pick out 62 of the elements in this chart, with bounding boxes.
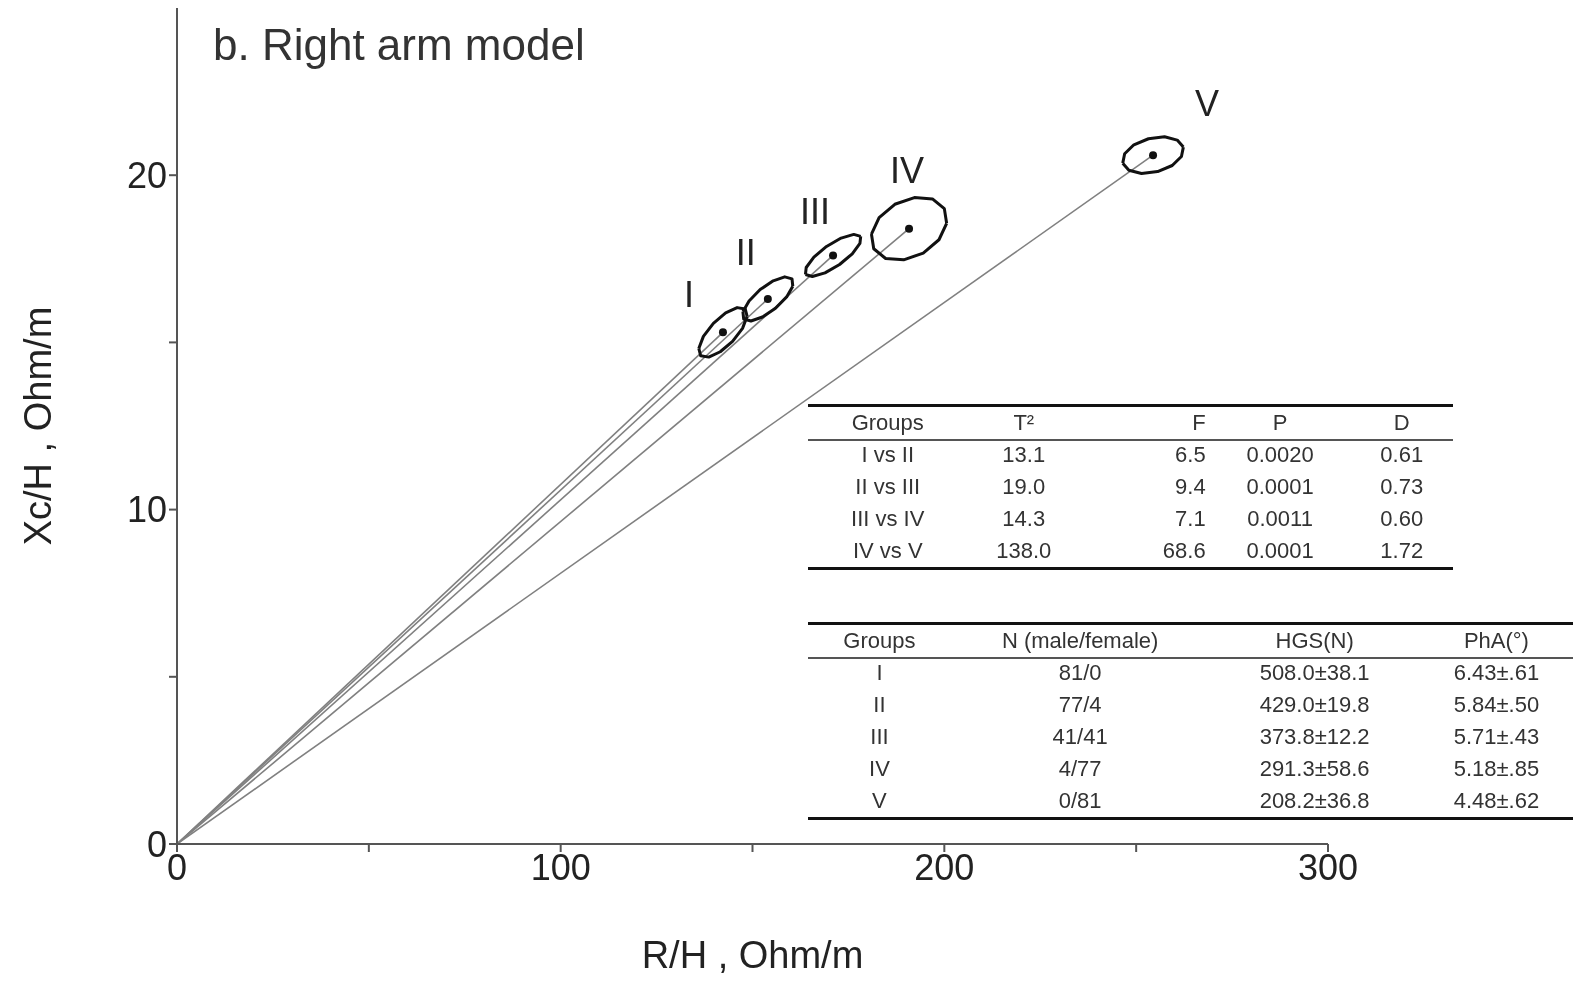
annotation: 0.0001 (1245, 473, 1315, 501)
annotation: F (1191, 409, 1207, 437)
text: 0.60 (1380, 506, 1424, 531)
y-tick-label: 20 (126, 154, 167, 196)
annotation: II (735, 232, 756, 274)
annotation: Groups (850, 409, 925, 437)
annotation: 0.0001 (1245, 537, 1315, 565)
annotation: 0.0011 (1246, 505, 1314, 533)
text: 4.48±.62 (1453, 788, 1540, 813)
annotation: IV (890, 150, 925, 192)
annotation: 9.4 (1174, 473, 1207, 501)
annotation: IV (868, 755, 891, 783)
text: 6.43±.61 (1453, 660, 1540, 685)
annotation: 208.2±36.8 (1258, 787, 1371, 815)
chart-title: b. Right arm model (213, 20, 585, 70)
annotation: 508.0±38.1 (1258, 659, 1371, 687)
annotation: 6.5 (1174, 441, 1207, 469)
annotation: 291.3±58.6 (1258, 755, 1371, 783)
annotation: V (1195, 82, 1220, 124)
annotation: III (869, 723, 890, 751)
annotation: P (1271, 409, 1289, 437)
annotation: 0.0020 (1245, 441, 1315, 469)
annotation: 7.1 (1174, 505, 1207, 533)
annotation: III (800, 190, 831, 232)
annotation: T² (1012, 409, 1036, 437)
annotation: 13.1 (1001, 441, 1047, 469)
annotation: 19.0 (1001, 473, 1047, 501)
y-tick-label: 10 (126, 489, 167, 531)
annotation: N (male/female) (1000, 627, 1160, 655)
annotation: 41/41 (1051, 723, 1109, 751)
text: 5.71±.43 (1453, 724, 1540, 749)
annotation: 373.8±12.2 (1258, 723, 1371, 751)
annotation: I vs II (860, 441, 915, 469)
annotation: V (871, 787, 888, 815)
annotation: II (872, 691, 887, 719)
annotation: 14.3 (1001, 505, 1047, 533)
annotation: 0/81 (1057, 787, 1103, 815)
annotation: I (683, 273, 694, 315)
y-axis-title: Xc/H , Ohm/m (17, 306, 60, 546)
text: 1.72 (1380, 538, 1424, 563)
annotation: II vs III (854, 473, 922, 501)
text: D (1393, 410, 1410, 435)
annotation: Groups (842, 627, 917, 655)
annotation: 77/4 (1057, 691, 1103, 719)
x-tick-label: 300 (1297, 846, 1359, 888)
text: 0.61 (1380, 442, 1424, 467)
annotation: 68.6 (1161, 537, 1207, 565)
annotation: I (875, 659, 884, 687)
annotation: IV vs V (851, 537, 924, 565)
text: 5.18±.85 (1453, 756, 1540, 781)
annotation: 81/0 (1057, 659, 1103, 687)
x-tick-label: 200 (914, 846, 975, 888)
annotation: 4/77 (1057, 755, 1103, 783)
annotation: 138.0 (995, 537, 1053, 565)
annotation: III vs IV (850, 505, 926, 533)
annotation: HGS(N) (1274, 627, 1355, 655)
x-tick-label: 100 (530, 846, 591, 888)
annotation: 429.0±19.8 (1258, 691, 1371, 719)
text: 0.73 (1380, 474, 1424, 499)
x-axis-title: R/H , Ohm/m (641, 934, 864, 976)
text: PhA(°) (1463, 628, 1529, 653)
text: 5.84±.50 (1453, 692, 1540, 717)
